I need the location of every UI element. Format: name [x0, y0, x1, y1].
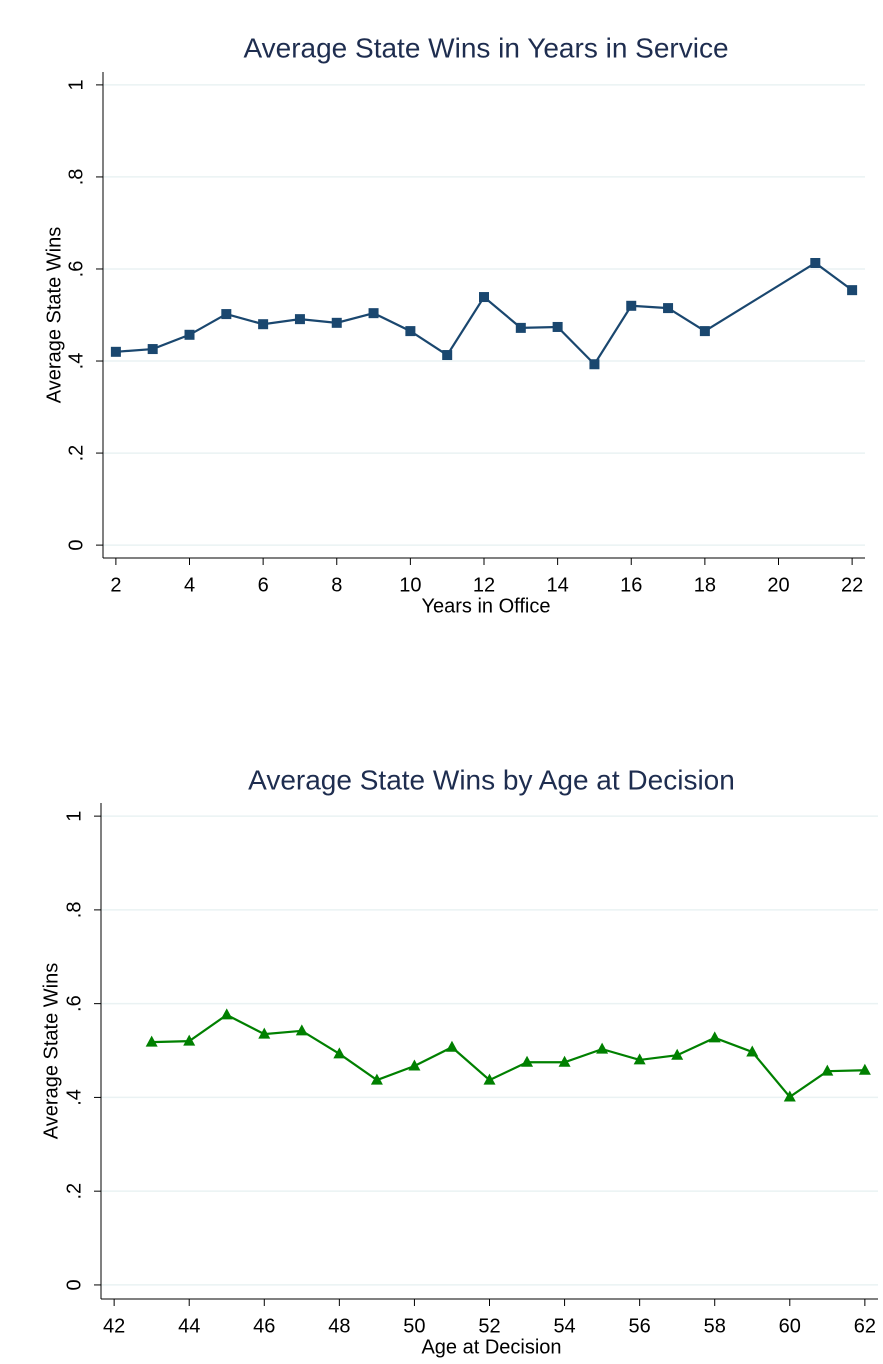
x-tick-label: 16: [620, 574, 642, 596]
marker: [184, 329, 195, 340]
x-tick-label: 8: [331, 574, 342, 596]
marker: [333, 1047, 346, 1059]
marker: [295, 1024, 308, 1036]
marker: [596, 1042, 609, 1054]
marker: [442, 350, 453, 361]
marker: [220, 1008, 233, 1020]
x-tick-label: 12: [473, 574, 495, 596]
marker: [783, 1090, 796, 1102]
marker: [515, 322, 526, 333]
chart-title: Average State Wins by Age at Decision: [248, 764, 735, 795]
x-tick-label: 60: [779, 1315, 801, 1337]
marker: [110, 346, 121, 357]
x-tick-label: 14: [546, 574, 568, 596]
marker: [663, 303, 674, 314]
chart-title: Average State Wins in Years in Service: [243, 32, 728, 63]
x-tick-label: 6: [258, 574, 269, 596]
x-tick-label: 62: [854, 1315, 876, 1337]
marker: [671, 1048, 684, 1060]
marker: [408, 1059, 421, 1071]
marker: [589, 359, 600, 370]
x-axis-label: Years in Office: [422, 595, 551, 617]
y-tick-label: 0: [65, 540, 87, 551]
marker: [708, 1031, 721, 1043]
y-tick-label: 1: [65, 79, 87, 90]
marker: [221, 309, 232, 320]
y-tick-label: .6: [63, 995, 85, 1012]
y-axis-label: Average State Wins: [40, 963, 62, 1139]
x-tick-label: 10: [399, 574, 421, 596]
marker: [626, 300, 637, 311]
marker: [821, 1064, 834, 1076]
marker: [633, 1053, 646, 1065]
marker: [258, 1027, 271, 1039]
x-tick-label: 2: [110, 574, 121, 596]
marker: [847, 285, 858, 296]
x-tick-label: 4: [184, 574, 195, 596]
y-tick-label: 0: [63, 1279, 85, 1290]
x-tick-label: 20: [767, 574, 789, 596]
marker: [552, 321, 563, 332]
marker: [405, 326, 416, 337]
y-axis-label: Average State Wins: [43, 227, 65, 403]
marker: [810, 257, 821, 268]
marker: [258, 319, 269, 330]
x-tick-label: 48: [328, 1315, 350, 1337]
x-tick-label: 42: [103, 1315, 125, 1337]
y-tick-label: .2: [65, 445, 87, 462]
marker: [145, 1035, 158, 1047]
marker: [699, 326, 710, 337]
x-tick-label: 58: [704, 1315, 726, 1337]
y-tick-label: .8: [65, 169, 87, 186]
marker: [294, 314, 305, 325]
x-tick-label: 52: [478, 1315, 500, 1337]
marker: [445, 1040, 458, 1052]
x-axis-label: Age at Decision: [421, 1336, 561, 1358]
marker: [746, 1045, 759, 1057]
marker: [368, 308, 379, 319]
marker: [331, 317, 342, 328]
marker: [558, 1055, 571, 1067]
y-tick-label: .2: [63, 1183, 85, 1200]
marker: [479, 292, 489, 303]
marker: [483, 1073, 496, 1085]
x-tick-label: 56: [629, 1315, 651, 1337]
x-tick-label: 44: [178, 1315, 200, 1337]
y-tick-label: .4: [63, 1089, 85, 1106]
y-tick-label: .6: [65, 261, 87, 278]
y-tick-label: .8: [63, 902, 85, 919]
marker: [147, 344, 158, 355]
y-tick-label: 1: [63, 811, 85, 822]
x-tick-label: 22: [841, 574, 863, 596]
marker: [183, 1034, 196, 1046]
marker: [521, 1055, 534, 1067]
series-line: [151, 1013, 865, 1099]
x-tick-label: 54: [553, 1315, 575, 1337]
marker: [370, 1073, 383, 1085]
x-tick-label: 50: [403, 1315, 425, 1337]
marker: [858, 1063, 871, 1075]
x-tick-label: 46: [253, 1315, 275, 1337]
x-tick-label: 18: [694, 574, 716, 596]
y-tick-label: .4: [65, 353, 87, 370]
